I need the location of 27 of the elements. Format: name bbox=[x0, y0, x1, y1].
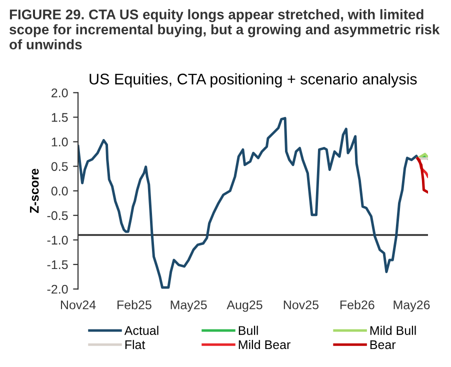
legend-label: Actual bbox=[124, 326, 158, 335]
y-tick-label: 0.5 bbox=[51, 162, 68, 171]
legend-label: Mild Bull bbox=[370, 326, 416, 335]
y-tick-label: -2.0 bbox=[47, 284, 68, 294]
x-tick-label: Aug25 bbox=[226, 300, 262, 312]
line-series bbox=[416, 157, 428, 194]
y-tick-label: -0.5 bbox=[47, 211, 68, 220]
y-tick-label: -1.5 bbox=[47, 260, 68, 270]
x-tick-label: May26 bbox=[394, 300, 430, 312]
y-tick-label: 1.0 bbox=[52, 138, 68, 146]
y-axis-title: Z-score bbox=[30, 168, 39, 214]
legend-label: Mild Bear bbox=[238, 340, 290, 350]
chart-title: FIGURE 29. CTA US equity longs appear stretched, with limited scope for incremental buying, but a growing and asymmetric risk of unwinds bbox=[10, 9, 440, 50]
y-tick-label: 0.0 bbox=[51, 186, 68, 196]
x-tick-label: May25 bbox=[170, 300, 207, 312]
x-tick-label: Nov25 bbox=[284, 300, 318, 310]
x-tick-label: Nov24 bbox=[60, 300, 96, 310]
legend-label: Flat bbox=[125, 340, 146, 350]
y-tick-label: 2.0 bbox=[52, 88, 68, 98]
chart-subtitle: US Equities, CTA positioning + scenario analysis bbox=[90, 73, 417, 88]
legend-label: Bear bbox=[370, 340, 396, 350]
x-tick-label: Feb26 bbox=[340, 300, 374, 310]
legend-label: Bull bbox=[238, 326, 258, 335]
y-tick-label: -1.0 bbox=[47, 236, 68, 245]
line-series bbox=[78, 116, 419, 289]
y-tick-label: 1.5 bbox=[52, 113, 68, 122]
x-tick-label: Feb25 bbox=[118, 300, 152, 310]
